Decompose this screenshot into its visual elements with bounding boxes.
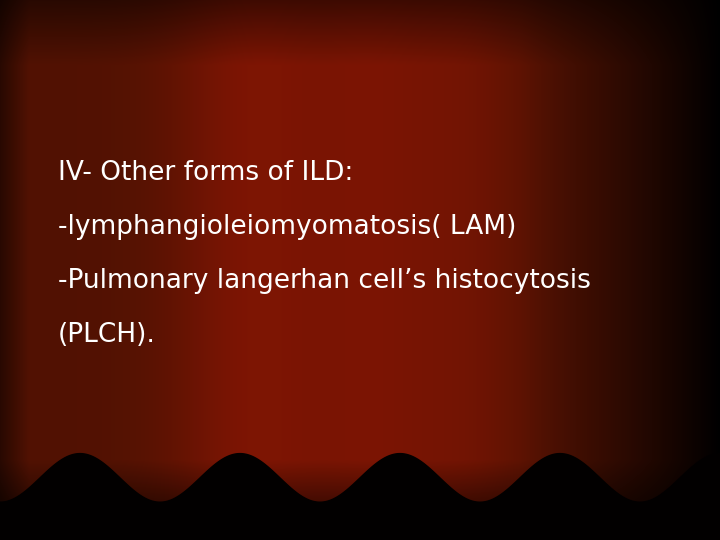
Text: -Pulmonary langerhan cell’s histocytosis: -Pulmonary langerhan cell’s histocytosis	[58, 268, 590, 294]
Text: IV- Other forms of ILD:: IV- Other forms of ILD:	[58, 160, 353, 186]
Text: (PLCH).: (PLCH).	[58, 322, 156, 348]
Polygon shape	[0, 454, 720, 540]
Text: -lymphangioleiomyomatosis( LAM): -lymphangioleiomyomatosis( LAM)	[58, 214, 516, 240]
